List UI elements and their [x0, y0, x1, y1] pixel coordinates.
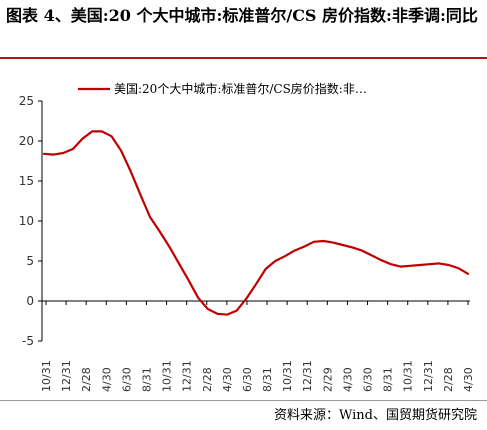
- x-tick-label: 6/30: [120, 367, 133, 392]
- x-tick-label: 10/31: [40, 360, 53, 392]
- y-tick-label: 5: [26, 254, 34, 268]
- y-tick-label: 15: [19, 174, 34, 188]
- x-tick-label: 12/31: [301, 360, 314, 392]
- x-ticks: 10/31 12/31 2/28 4/30 6/30 8/31 10/31 12/31 2/28…: [40, 301, 475, 392]
- x-tick-label: 12/31: [422, 360, 435, 392]
- x-tick-label: 4/30: [462, 367, 475, 392]
- x-tick-label: 8/31: [140, 367, 153, 392]
- footer-divider: [0, 400, 487, 401]
- y-tick-label: 0: [26, 294, 34, 308]
- legend-label: 美国:20个大中城市:标准普尔/CS房价指数:非…: [114, 81, 367, 96]
- x-tick-label: 2/28: [442, 367, 455, 392]
- x-tick-label: 2/28: [80, 367, 93, 392]
- title-divider: [0, 57, 487, 59]
- x-tick-label: 8/31: [382, 367, 395, 392]
- y-tick-label: -5: [22, 334, 34, 348]
- x-tick-label: 4/30: [221, 367, 234, 392]
- x-tick-label: 10/31: [402, 360, 415, 392]
- x-tick-label: 6/30: [362, 367, 375, 392]
- x-tick-label: 10/31: [281, 360, 294, 392]
- y-tick-label: 10: [19, 214, 34, 228]
- series-line: [42, 130, 470, 316]
- y-tick-label: 20: [19, 134, 34, 148]
- y-ticks: -5 0 5 10 15 20 25: [19, 94, 42, 348]
- figure-title: 图表 4、美国:20 个大中城市:标准普尔/CS 房价指数:非季调:同比: [6, 6, 478, 25]
- y-tick-label: 25: [19, 94, 34, 108]
- x-tick-label: 4/30: [341, 367, 354, 392]
- x-tick-label: 2/28: [201, 367, 214, 392]
- source-note: 资料来源：Wind、国贸期货研究院: [274, 408, 477, 423]
- x-tick-label: 6/30: [241, 367, 254, 392]
- x-tick-label: 8/31: [261, 367, 274, 392]
- x-tick-label: 4/30: [100, 367, 113, 392]
- x-tick-label: 12/31: [181, 360, 194, 392]
- x-tick-label: 12/31: [60, 360, 73, 392]
- x-tick-label: 10/31: [161, 360, 174, 392]
- legend: 美国:20个大中城市:标准普尔/CS房价指数:非…: [78, 81, 367, 96]
- x-tick-label: 2/29: [321, 367, 334, 392]
